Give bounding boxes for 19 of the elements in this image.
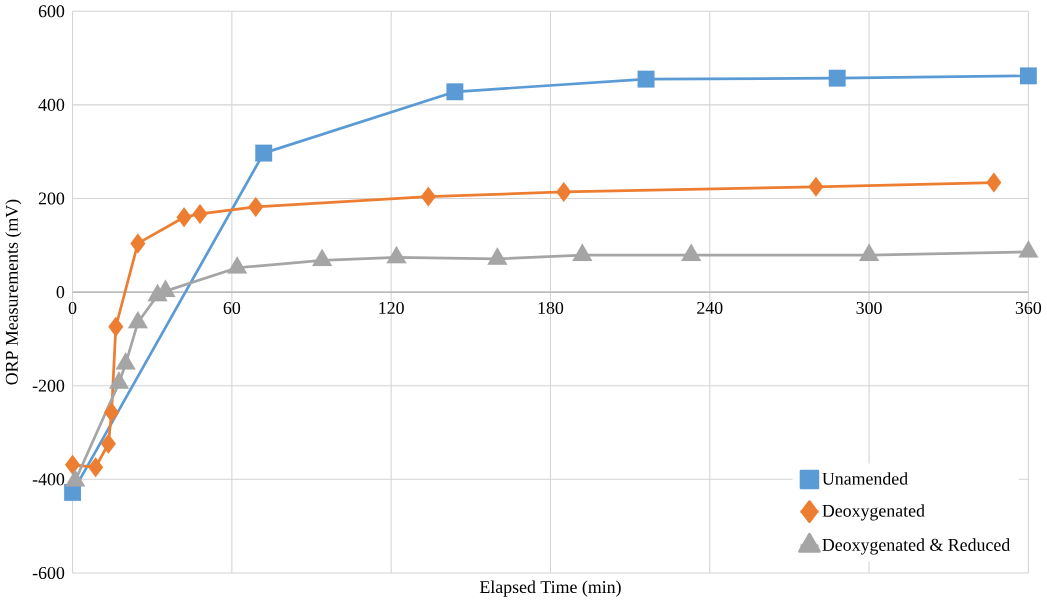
y-tick-label: -200 (32, 379, 65, 392)
y-tick-label: 600 (38, 5, 65, 18)
x-tick-label: 360 (1015, 301, 1042, 314)
x-tick-label: 60 (223, 301, 241, 314)
y-axis-title: ORP Measurements (mV) (5, 199, 22, 385)
y-tick-label: 200 (38, 192, 65, 205)
x-tick-label: 300 (856, 301, 882, 314)
y-tick-label: -400 (32, 473, 65, 486)
x-tick-label: 0 (68, 301, 77, 314)
y-tick-label: 0 (56, 286, 65, 299)
x-axis-title: Elapsed Time (min) (479, 580, 621, 597)
x-tick-label: 180 (538, 301, 564, 314)
y-tick-label: 400 (38, 98, 65, 111)
y-tick-label: -600 (32, 566, 65, 580)
legend-label: Deoxygenated & Reduced (822, 538, 1011, 555)
legend-label: Unamended (822, 472, 908, 485)
x-tick-label: 240 (697, 301, 723, 314)
legend-label: Deoxygenated (822, 504, 925, 521)
x-tick-label: 120 (379, 301, 404, 314)
